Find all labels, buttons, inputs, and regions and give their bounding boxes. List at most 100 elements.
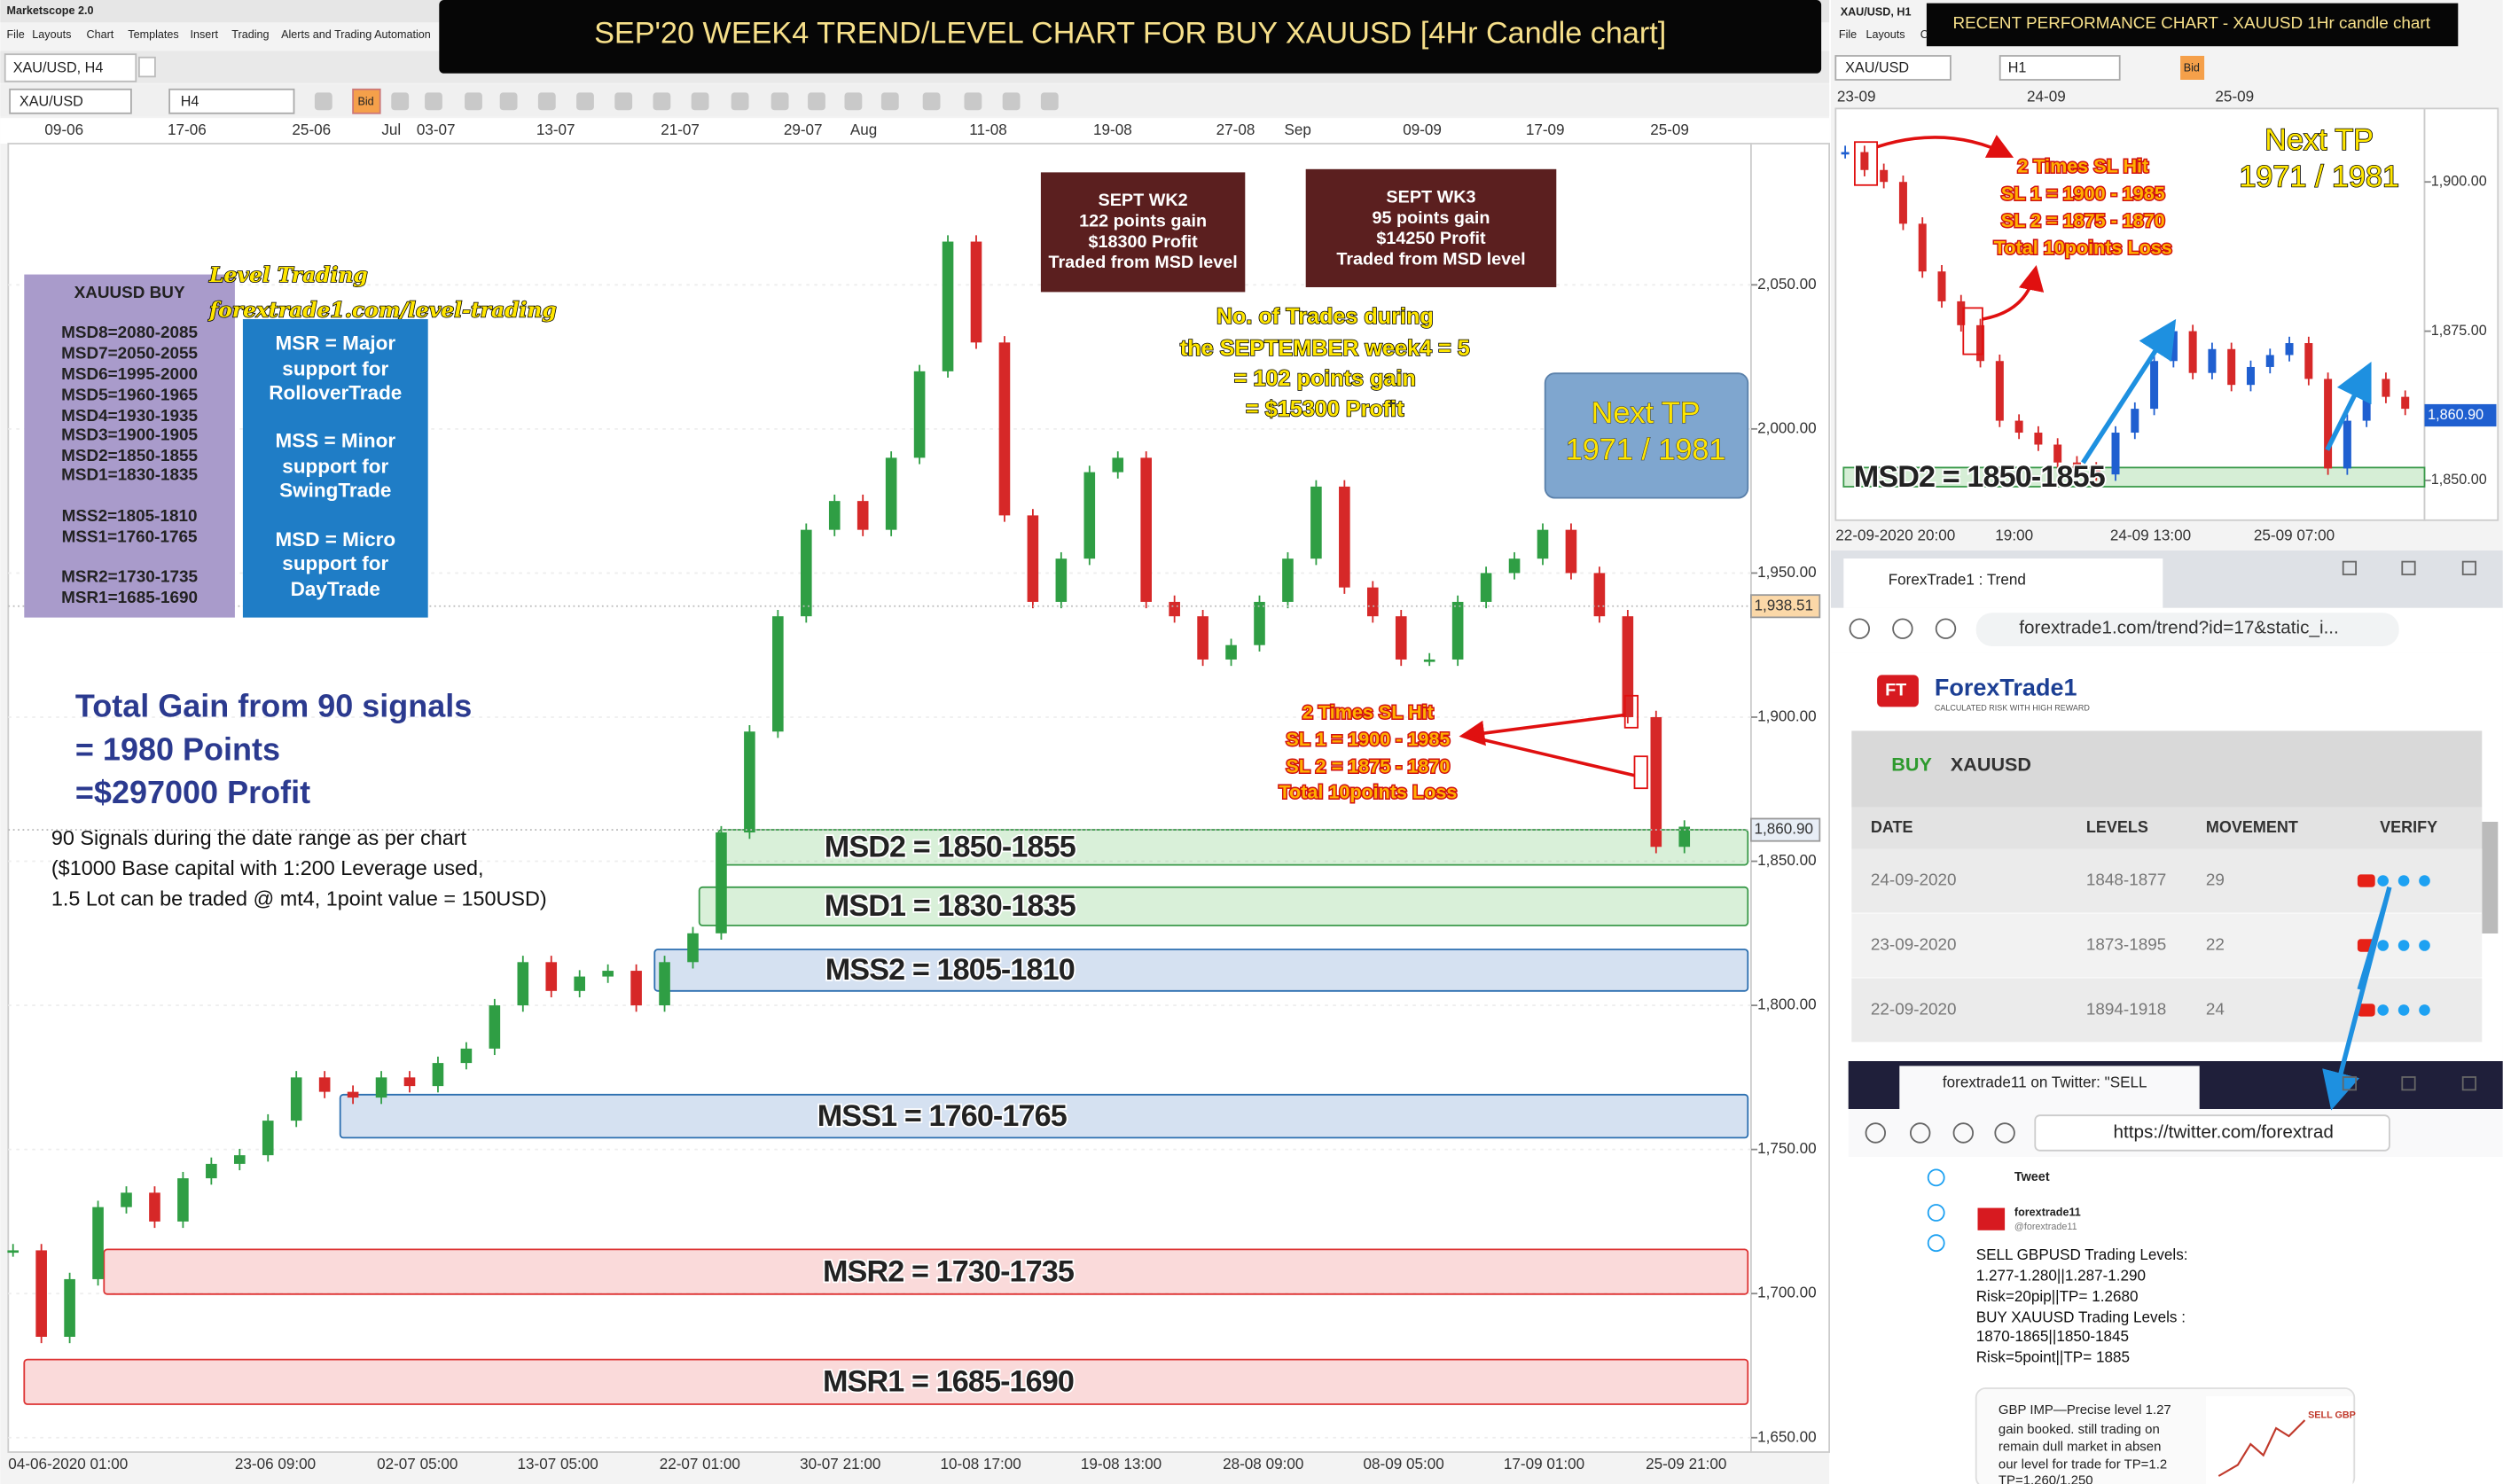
trend-url-bar[interactable] (1975, 613, 2399, 646)
sidebar-icon[interactable] (1927, 1234, 1945, 1253)
x-tick-label: 22-09-2020 20:00 (1835, 527, 1955, 543)
social-icon[interactable] (2377, 940, 2389, 951)
candle-body (1565, 529, 1577, 574)
twitter-url-bar[interactable] (2034, 1114, 2390, 1152)
youtube-icon[interactable] (2357, 1004, 2375, 1017)
youtube-icon[interactable] (2357, 874, 2375, 887)
candle-body (1650, 716, 1662, 847)
add-tab[interactable] (137, 56, 156, 78)
window-control[interactable] (2401, 560, 2416, 575)
window-control[interactable] (2401, 1076, 2416, 1091)
window-control[interactable] (2461, 560, 2476, 575)
scrollbar[interactable] (2482, 822, 2499, 933)
price-marker-label: 1,860.90 (1755, 821, 1814, 838)
toolbar-icon[interactable] (731, 92, 749, 111)
symbol-select[interactable] (9, 88, 132, 114)
toolbar-icon[interactable] (844, 92, 863, 111)
social-icon[interactable] (2397, 875, 2410, 886)
toolbar-icon[interactable] (691, 92, 709, 111)
chart-tab[interactable] (4, 53, 137, 82)
nav-button[interactable] (1935, 618, 1957, 639)
toolbar-icon[interactable] (880, 92, 899, 111)
toolbar-icon[interactable] (1040, 92, 1059, 111)
candle-body (970, 241, 982, 343)
candle-body (1423, 659, 1435, 662)
toolbar-icon[interactable] (391, 92, 410, 111)
social-icon[interactable] (2419, 940, 2430, 951)
candle-body (1310, 486, 1322, 559)
level-label: MSS1 = 1760-1765 (817, 1099, 1068, 1133)
tab-label: XAU/USD, H4 (13, 60, 104, 76)
h1-bid-button[interactable] (2180, 56, 2205, 80)
nav-button[interactable] (1910, 1122, 1931, 1144)
week-line: 95 points gain (1373, 208, 1490, 228)
trend-side: BUY (1891, 754, 1932, 776)
app-title: Marketscope 2.0 (7, 4, 94, 17)
blue-line: MSD = Micro (275, 528, 395, 551)
y-tick-label: 1,900.00 (2431, 174, 2487, 190)
x-tick-label: 13-07 05:00 (518, 1456, 598, 1472)
candle-body (1282, 558, 1294, 602)
h1-timeframe-select[interactable] (1998, 55, 2121, 81)
menu-item: Insert (191, 28, 219, 41)
purple-line: MSD2=1850-1855 (61, 447, 198, 465)
h1-symbol-select[interactable] (1834, 55, 1952, 81)
social-icon[interactable] (2419, 1004, 2430, 1016)
h1-title: XAU/USD, H1 (1841, 6, 1912, 19)
nav-button[interactable] (1994, 1122, 2015, 1144)
nav-button[interactable] (1849, 618, 1870, 639)
candle-body (262, 1121, 274, 1156)
timeframe-select[interactable] (168, 88, 295, 114)
nav-button[interactable] (1892, 618, 1913, 639)
total-gain: = 1980 Points (75, 730, 280, 767)
x-tick-label: 17-09 01:00 (1504, 1456, 1584, 1472)
bid-button[interactable] (352, 88, 381, 114)
toolbar-icon[interactable] (770, 92, 789, 111)
trend-tab[interactable] (1843, 558, 2163, 608)
toolbar-icon[interactable] (808, 92, 825, 111)
social-icon[interactable] (2419, 875, 2430, 886)
candle-body (574, 976, 585, 991)
toolbar-icon[interactable] (314, 92, 332, 111)
y-tick-label: 1,850.00 (1757, 852, 1817, 869)
window-control[interactable] (2342, 1076, 2357, 1091)
window-control[interactable] (2461, 1076, 2476, 1091)
table-cell: 24 (2206, 1000, 2225, 1019)
social-icon[interactable] (2377, 1004, 2389, 1016)
twitter-tab[interactable] (1899, 1066, 2200, 1109)
social-icon[interactable] (2397, 1004, 2410, 1016)
toolbar-icon[interactable] (614, 92, 633, 111)
toolbar-icon[interactable] (653, 92, 671, 111)
candle-body (1678, 826, 1691, 847)
candle-body (1367, 587, 1379, 617)
next-tp-box (1544, 372, 1749, 499)
toolbar-icon[interactable] (425, 92, 442, 111)
toolbar-icon[interactable] (537, 92, 556, 111)
menu-item: C (1920, 28, 1928, 41)
sidebar-icon[interactable] (1927, 1168, 1945, 1187)
purple-line: MSD6=1995-2000 (61, 365, 198, 384)
toolbar-icon[interactable] (576, 92, 594, 111)
nav-button[interactable] (1952, 1122, 1974, 1144)
nav-button[interactable] (1865, 1122, 1886, 1144)
toolbar-icon[interactable] (465, 92, 482, 111)
social-icon[interactable] (2397, 940, 2410, 951)
table-cell: 22 (2206, 936, 2225, 955)
bid-label: Bid (358, 96, 374, 108)
toolbar-icon[interactable] (964, 92, 982, 111)
toolbar-icon[interactable] (922, 92, 941, 111)
candle-body (517, 962, 529, 1006)
banner-title: SEP'20 WEEK4 TREND/LEVEL CHART FOR BUY X… (594, 17, 1666, 51)
y-tick-label: 1,650.00 (1757, 1428, 1817, 1445)
candle-body (828, 501, 841, 530)
top-date: 17-06 (168, 121, 207, 138)
blue-line: DayTrade (291, 578, 380, 600)
twitter-url: https://twitter.com/forextrad (2114, 1121, 2334, 1142)
candle-body (1254, 601, 1265, 645)
window-control[interactable] (2342, 560, 2357, 575)
toolbar-icon[interactable] (499, 92, 518, 111)
sidebar-icon[interactable] (1927, 1204, 1945, 1222)
embed-tag: SELL GBP (2308, 1410, 2356, 1420)
social-icon[interactable] (2377, 875, 2389, 886)
toolbar-icon[interactable] (1002, 92, 1021, 111)
